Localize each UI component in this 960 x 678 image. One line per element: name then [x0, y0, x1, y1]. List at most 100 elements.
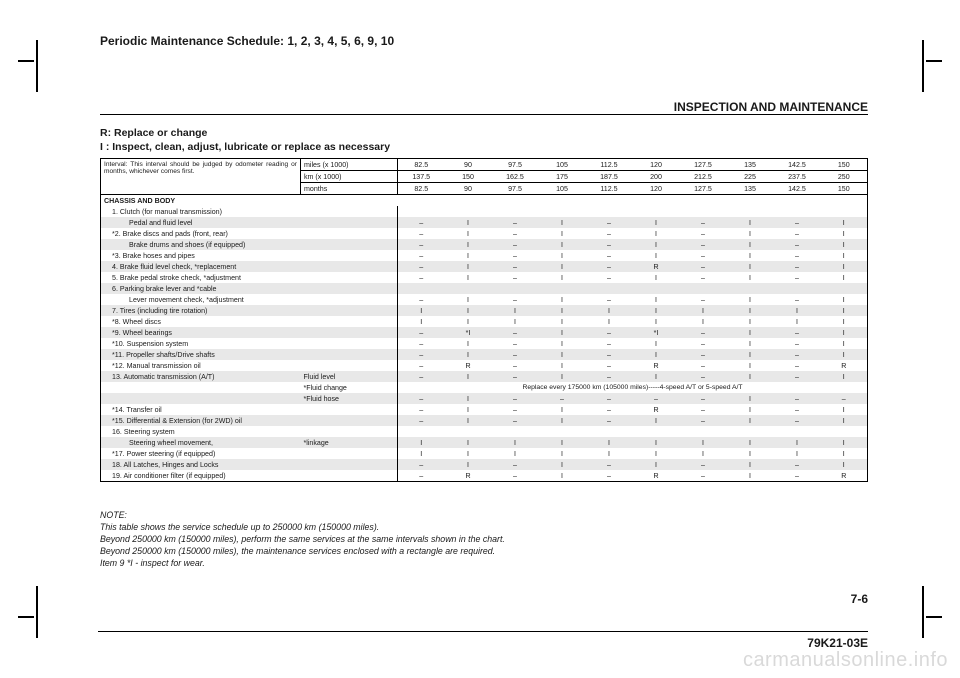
- maintenance-value: –: [680, 470, 727, 482]
- maintenance-value: –: [492, 272, 539, 283]
- maintenance-value: [680, 283, 727, 294]
- maintenance-value: –: [398, 360, 445, 371]
- maintenance-value: R: [821, 470, 868, 482]
- maintenance-value: –: [586, 415, 633, 426]
- maintenance-value: I: [445, 404, 492, 415]
- maintenance-value: I: [492, 305, 539, 316]
- maintenance-value: I: [445, 272, 492, 283]
- maintenance-value: [821, 426, 868, 437]
- maintenance-subitem: [301, 316, 398, 327]
- maintenance-value: I: [727, 470, 774, 482]
- crop-mark: [922, 586, 924, 638]
- maintenance-value: –: [539, 393, 586, 404]
- maintenance-value: I: [821, 294, 868, 305]
- header-value: 105: [539, 183, 586, 195]
- maintenance-item: 5. Brake pedal stroke check, *adjustment: [101, 272, 301, 283]
- maintenance-value: I: [633, 437, 680, 448]
- maintenance-value: –: [492, 294, 539, 305]
- maintenance-value: I: [727, 459, 774, 470]
- maintenance-value: –: [774, 338, 821, 349]
- maintenance-value: –: [398, 272, 445, 283]
- maintenance-item: 18. All Latches, Hinges and Locks: [101, 459, 301, 470]
- maintenance-value: I: [445, 448, 492, 459]
- maintenance-value: [445, 283, 492, 294]
- maintenance-value: –: [680, 349, 727, 360]
- watermark: carmanualsonline.info: [743, 649, 948, 672]
- maintenance-item: 7. Tires (including tire rotation): [101, 305, 301, 316]
- maintenance-value: –: [586, 217, 633, 228]
- maintenance-item: [101, 393, 301, 404]
- maintenance-value: –: [586, 470, 633, 482]
- header-value: 82.5: [398, 159, 445, 171]
- maintenance-value: I: [633, 316, 680, 327]
- maintenance-value: –: [492, 415, 539, 426]
- maintenance-value: I: [633, 459, 680, 470]
- note-block: NOTE: This table shows the service sched…: [100, 510, 868, 569]
- legend-r: R: Replace or change: [100, 126, 390, 140]
- maintenance-value: –: [586, 360, 633, 371]
- maintenance-subitem: [301, 470, 398, 482]
- maintenance-value: I: [539, 316, 586, 327]
- header-value: 127.5: [680, 183, 727, 195]
- maintenance-value: I: [445, 305, 492, 316]
- maintenance-value: I: [539, 327, 586, 338]
- maintenance-span-note: Replace every 175000 km (105000 miles)--…: [398, 382, 868, 393]
- crop-mark: [36, 40, 38, 92]
- maintenance-subitem: [301, 338, 398, 349]
- maintenance-value: I: [539, 338, 586, 349]
- maintenance-value: –: [586, 459, 633, 470]
- maintenance-value: I: [821, 239, 868, 250]
- header-value: 175: [539, 171, 586, 183]
- maintenance-value: –: [821, 393, 868, 404]
- maintenance-value: I: [445, 250, 492, 261]
- crop-mark: [18, 60, 34, 62]
- maintenance-value: *I: [445, 327, 492, 338]
- maintenance-value: [445, 426, 492, 437]
- maintenance-value: –: [774, 239, 821, 250]
- maintenance-value: –: [586, 338, 633, 349]
- maintenance-value: –: [492, 338, 539, 349]
- maintenance-value: –: [774, 415, 821, 426]
- maintenance-value: I: [821, 272, 868, 283]
- maintenance-subitem: [301, 327, 398, 338]
- maintenance-item: *2. Brake discs and pads (front, rear): [101, 228, 301, 239]
- maintenance-value: I: [633, 349, 680, 360]
- metric-label: miles (x 1000): [301, 159, 398, 171]
- maintenance-item: [101, 382, 301, 393]
- maintenance-item: *10. Suspension system: [101, 338, 301, 349]
- maintenance-value: I: [539, 250, 586, 261]
- maintenance-value: I: [539, 261, 586, 272]
- maintenance-item: Pedal and fluid level: [101, 217, 301, 228]
- maintenance-value: –: [680, 217, 727, 228]
- maintenance-value: –: [492, 459, 539, 470]
- maintenance-value: –: [774, 228, 821, 239]
- maintenance-value: –: [774, 272, 821, 283]
- maintenance-subitem: *Fluid hose: [301, 393, 398, 404]
- maintenance-value: –: [492, 239, 539, 250]
- maintenance-item: *15. Differential & Extension (for 2WD) …: [101, 415, 301, 426]
- maintenance-value: I: [821, 250, 868, 261]
- header-value: 112.5: [586, 183, 633, 195]
- maintenance-value: I: [633, 371, 680, 382]
- maintenance-item: *3. Brake hoses and pipes: [101, 250, 301, 261]
- maintenance-value: –: [398, 250, 445, 261]
- maintenance-value: I: [539, 437, 586, 448]
- maintenance-value: I: [586, 448, 633, 459]
- maintenance-value: –: [680, 459, 727, 470]
- maintenance-value: I: [633, 305, 680, 316]
- maintenance-value: –: [774, 470, 821, 482]
- maintenance-value: –: [774, 261, 821, 272]
- maintenance-value: I: [727, 239, 774, 250]
- maintenance-value: –: [680, 393, 727, 404]
- header-value: 127.5: [680, 159, 727, 171]
- maintenance-value: –: [398, 338, 445, 349]
- maintenance-value: I: [727, 448, 774, 459]
- note-title: NOTE:: [100, 510, 868, 522]
- maintenance-subitem: [301, 228, 398, 239]
- maintenance-value: –: [680, 415, 727, 426]
- maintenance-value: I: [539, 217, 586, 228]
- maintenance-value: [398, 426, 445, 437]
- maintenance-value: –: [492, 228, 539, 239]
- maintenance-value: [633, 283, 680, 294]
- maintenance-value: I: [539, 459, 586, 470]
